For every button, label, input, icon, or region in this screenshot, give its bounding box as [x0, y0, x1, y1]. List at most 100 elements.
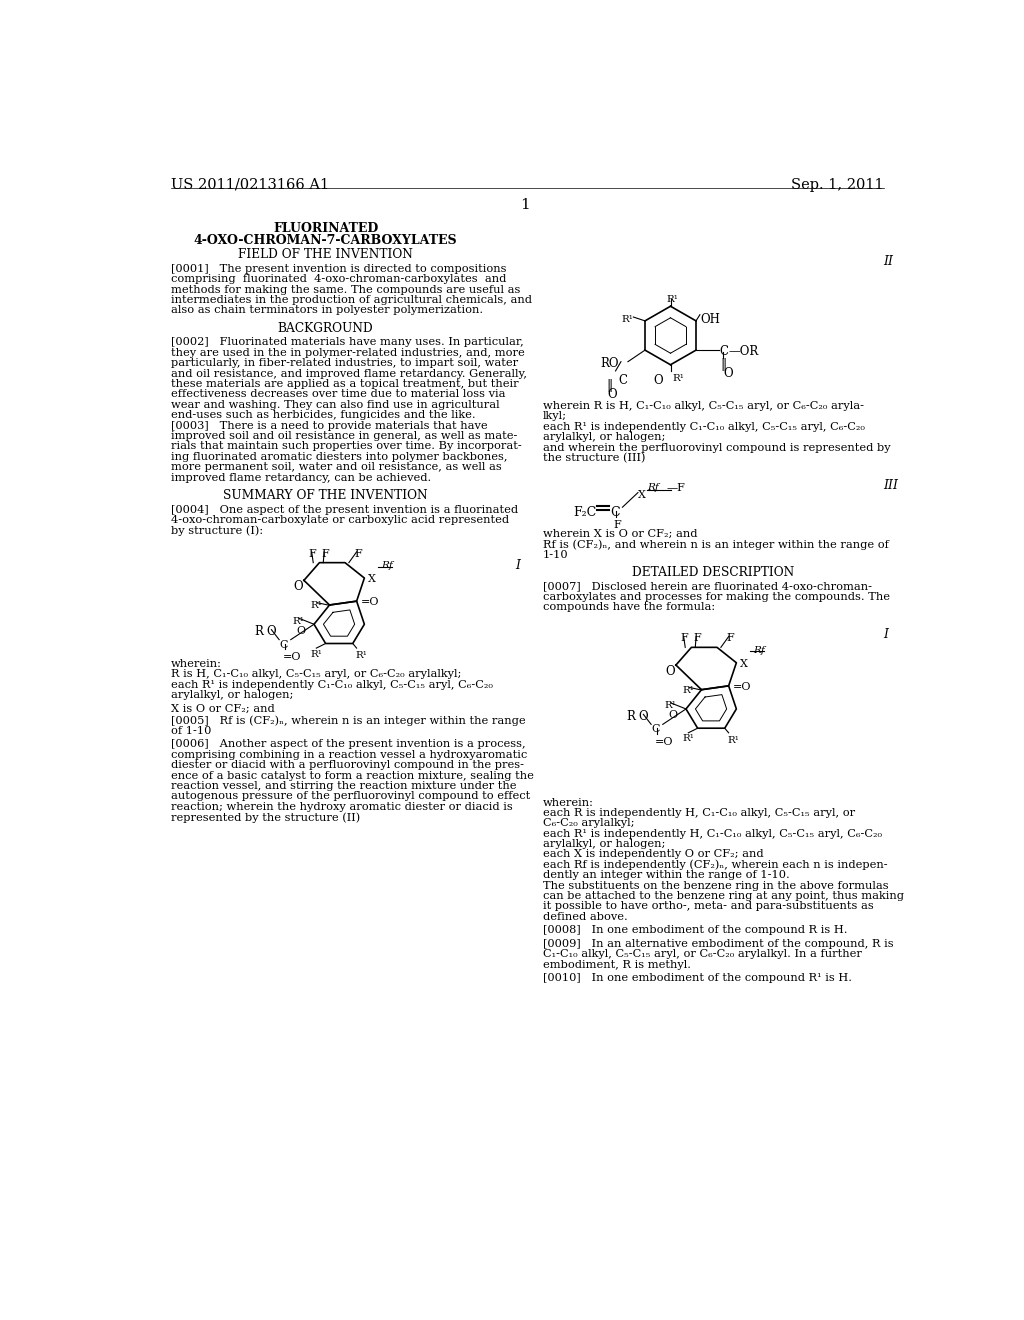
- Text: also as chain terminators in polyester polymerization.: also as chain terminators in polyester p…: [171, 305, 482, 315]
- Text: it possible to have ortho-, meta- and para-substituents as: it possible to have ortho-, meta- and pa…: [543, 902, 873, 911]
- Text: —OR: —OR: [728, 345, 759, 358]
- Text: II: II: [884, 255, 894, 268]
- Text: R¹: R¹: [667, 296, 679, 305]
- Text: F: F: [681, 634, 688, 643]
- Text: I: I: [515, 558, 520, 572]
- Text: X: X: [739, 659, 748, 669]
- Text: defined above.: defined above.: [543, 912, 628, 921]
- Text: OH: OH: [700, 313, 721, 326]
- Text: X is O or CF₂; and: X is O or CF₂; and: [171, 704, 274, 714]
- Text: dently an integer within the range of 1-10.: dently an integer within the range of 1-…: [543, 870, 790, 880]
- Text: O: O: [669, 710, 677, 721]
- Text: 1: 1: [520, 198, 529, 213]
- Text: rials that maintain such properties over time. By incorporat-: rials that maintain such properties over…: [171, 441, 521, 451]
- Text: F: F: [613, 520, 621, 531]
- Text: wherein X is O or CF₂; and: wherein X is O or CF₂; and: [543, 529, 697, 539]
- Text: R¹: R¹: [682, 686, 694, 694]
- Text: Rf: Rf: [647, 483, 659, 492]
- Text: methods for making the same. The compounds are useful as: methods for making the same. The compoun…: [171, 285, 520, 294]
- Text: C: C: [280, 640, 288, 649]
- Text: [0007]   Disclosed herein are fluorinated 4-oxo-chroman-: [0007] Disclosed herein are fluorinated …: [543, 582, 871, 591]
- Text: R¹: R¹: [673, 374, 685, 383]
- Text: F: F: [693, 634, 700, 643]
- Text: R¹: R¹: [292, 616, 304, 626]
- Text: improved soil and oil resistance in general, as well as mate-: improved soil and oil resistance in gene…: [171, 430, 517, 441]
- Text: end-uses such as herbicides, fungicides and the like.: end-uses such as herbicides, fungicides …: [171, 411, 475, 420]
- Text: arylalkyl, or halogen;: arylalkyl, or halogen;: [543, 432, 665, 442]
- Text: ing fluorinated aromatic diesters into polymer backbones,: ing fluorinated aromatic diesters into p…: [171, 451, 507, 462]
- Text: compounds have the formula:: compounds have the formula:: [543, 602, 715, 612]
- Text: wear and washing. They can also find use in agricultural: wear and washing. They can also find use…: [171, 400, 500, 409]
- Text: =O: =O: [360, 598, 379, 607]
- Text: [0001]   The present invention is directed to compositions: [0001] The present invention is directed…: [171, 264, 506, 273]
- Text: [0002]   Fluorinated materials have many uses. In particular,: [0002] Fluorinated materials have many u…: [171, 338, 523, 347]
- Text: Rf: Rf: [754, 645, 765, 655]
- Text: these materials are applied as a topical treatment, but their: these materials are applied as a topical…: [171, 379, 518, 389]
- Text: [0008]   In one embodiment of the compound R is H.: [0008] In one embodiment of the compound…: [543, 925, 847, 936]
- Text: R¹: R¹: [665, 701, 676, 710]
- Text: R: R: [254, 626, 263, 638]
- Text: wherein:: wherein:: [543, 797, 594, 808]
- Text: R¹: R¹: [310, 649, 322, 659]
- Text: ence of a basic catalyst to form a reaction mixture, sealing the: ence of a basic catalyst to form a react…: [171, 771, 534, 780]
- Text: and oil resistance, and improved flame retardancy. Generally,: and oil resistance, and improved flame r…: [171, 368, 526, 379]
- Text: I: I: [884, 628, 889, 642]
- Text: F: F: [354, 549, 362, 558]
- Text: III: III: [884, 479, 899, 492]
- Text: O: O: [608, 388, 617, 401]
- Text: [0006]   Another aspect of the present invention is a process,: [0006] Another aspect of the present inv…: [171, 739, 525, 750]
- Text: reaction vessel, and stirring the reaction mixture under the: reaction vessel, and stirring the reacti…: [171, 781, 516, 791]
- Text: R: R: [627, 710, 635, 723]
- Text: wherein R is H, C₁-C₁₀ alkyl, C₅-C₁₅ aryl, or C₆-C₂₀ aryla-: wherein R is H, C₁-C₁₀ alkyl, C₅-C₁₅ ary…: [543, 401, 863, 411]
- Text: X: X: [368, 574, 376, 585]
- Text: each X is independently O or CF₂; and: each X is independently O or CF₂; and: [543, 850, 763, 859]
- Text: each R¹ is independently C₁-C₁₀ alkyl, C₅-C₁₅ aryl, C₆-C₂₀: each R¹ is independently C₁-C₁₀ alkyl, C…: [171, 680, 493, 689]
- Text: RO: RO: [600, 358, 618, 370]
- Text: O: O: [296, 626, 305, 636]
- Text: FIELD OF THE INVENTION: FIELD OF THE INVENTION: [239, 248, 413, 261]
- Text: carboxylates and processes for making the compounds. The: carboxylates and processes for making th…: [543, 591, 890, 602]
- Text: embodiment, R is methyl.: embodiment, R is methyl.: [543, 960, 690, 970]
- Text: particularly, in fiber-related industries, to impart soil, water: particularly, in fiber-related industrie…: [171, 358, 518, 368]
- Text: O: O: [293, 581, 303, 594]
- Text: C: C: [719, 345, 728, 358]
- Text: more permanent soil, water and oil resistance, as well as: more permanent soil, water and oil resis…: [171, 462, 502, 473]
- Text: reaction; wherein the hydroxy aromatic diester or diacid is: reaction; wherein the hydroxy aromatic d…: [171, 801, 512, 812]
- Text: F: F: [726, 634, 734, 643]
- Text: [0010]   In one embodiment of the compound R¹ is H.: [0010] In one embodiment of the compound…: [543, 973, 852, 983]
- Text: F: F: [321, 549, 329, 558]
- Text: F₂C: F₂C: [573, 506, 597, 519]
- Text: =O: =O: [732, 682, 751, 692]
- Text: effectiveness decreases over time due to material loss via: effectiveness decreases over time due to…: [171, 389, 505, 400]
- Text: —F: —F: [667, 483, 685, 494]
- Text: O: O: [653, 374, 664, 387]
- Text: represented by the structure (II): represented by the structure (II): [171, 812, 359, 822]
- Text: C: C: [618, 374, 628, 387]
- Text: The substituents on the benzene ring in the above formulas: The substituents on the benzene ring in …: [543, 880, 888, 891]
- Text: C₁-C₁₀ alkyl, C₅-C₁₅ aryl, or C₆-C₂₀ arylalkyl. In a further: C₁-C₁₀ alkyl, C₅-C₁₅ aryl, or C₆-C₂₀ ary…: [543, 949, 861, 960]
- Text: each R is independently H, C₁-C₁₀ alkyl, C₅-C₁₅ aryl, or: each R is independently H, C₁-C₁₀ alkyl,…: [543, 808, 855, 818]
- Text: Rf is (CF₂)ₙ, and wherein n is an integer within the range of: Rf is (CF₂)ₙ, and wherein n is an intege…: [543, 539, 889, 549]
- Text: of 1-10: of 1-10: [171, 726, 211, 735]
- Text: [0003]   There is a need to provide materials that have: [0003] There is a need to provide materi…: [171, 421, 487, 430]
- Text: each R¹ is independently C₁-C₁₀ alkyl, C₅-C₁₅ aryl, C₆-C₂₀: each R¹ is independently C₁-C₁₀ alkyl, C…: [543, 422, 864, 432]
- Text: arylalkyl, or halogen;: arylalkyl, or halogen;: [543, 840, 665, 849]
- Text: they are used in the in polymer-related industries, and, more: they are used in the in polymer-related …: [171, 348, 524, 358]
- Text: by structure (I):: by structure (I):: [171, 525, 263, 536]
- Text: SUMMARY OF THE INVENTION: SUMMARY OF THE INVENTION: [223, 490, 428, 502]
- Text: intermediates in the production of agricultural chemicals, and: intermediates in the production of agric…: [171, 296, 531, 305]
- Text: each Rf is independently (CF₂)ₙ, wherein each n is indepen-: each Rf is independently (CF₂)ₙ, wherein…: [543, 859, 887, 870]
- Text: lkyl;: lkyl;: [543, 412, 566, 421]
- Text: BACKGROUND: BACKGROUND: [278, 322, 374, 335]
- Text: comprising combining in a reaction vessel a hydroxyaromatic: comprising combining in a reaction vesse…: [171, 750, 527, 760]
- Text: [0004]   One aspect of the present invention is a fluorinated: [0004] One aspect of the present inventi…: [171, 504, 518, 515]
- Text: R¹: R¹: [310, 601, 322, 610]
- Text: R is H, C₁-C₁₀ alkyl, C₅-C₁₅ aryl, or C₆-C₂₀ arylalkyl;: R is H, C₁-C₁₀ alkyl, C₅-C₁₅ aryl, or C₆…: [171, 669, 461, 680]
- Text: 4-oxo-chroman-carboxylate or carboxylic acid represented: 4-oxo-chroman-carboxylate or carboxylic …: [171, 515, 509, 525]
- Text: [0009]   In an alternative embodiment of the compound, R is: [0009] In an alternative embodiment of t…: [543, 939, 893, 949]
- Text: R¹: R¹: [682, 734, 694, 743]
- Text: O: O: [638, 710, 647, 723]
- Text: R¹: R¹: [355, 651, 367, 660]
- Text: arylalkyl, or halogen;: arylalkyl, or halogen;: [171, 690, 293, 700]
- Text: 4-OXO-CHROMAN-7-CARBOXYLATES: 4-OXO-CHROMAN-7-CARBOXYLATES: [194, 234, 458, 247]
